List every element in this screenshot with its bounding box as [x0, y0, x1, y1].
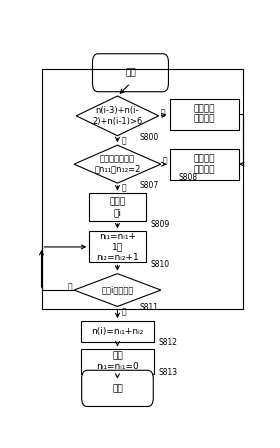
- Bar: [169, 149, 239, 180]
- FancyBboxPatch shape: [92, 54, 169, 92]
- Bar: [41, 69, 243, 309]
- Text: 当前半环插入标
记n₁₁或n₁₂=2: 当前半环插入标 记n₁₁或n₁₂=2: [94, 155, 141, 174]
- Text: 否: 否: [122, 136, 127, 145]
- Bar: [81, 349, 154, 374]
- Bar: [81, 321, 154, 342]
- Polygon shape: [76, 96, 159, 136]
- Polygon shape: [74, 145, 161, 183]
- Text: n(i)=nᵢ₁+nᵢ₂: n(i)=nᵢ₁+nᵢ₂: [91, 327, 144, 336]
- Text: 重置
nᵢ₁=nᵢ₁=0: 重置 nᵢ₁=nᵢ₁=0: [96, 352, 139, 371]
- FancyBboxPatch shape: [82, 370, 153, 406]
- Text: 是: 是: [122, 307, 127, 316]
- Text: 配时不变
保存请求: 配时不变 保存请求: [193, 155, 215, 174]
- Text: S813: S813: [159, 368, 178, 377]
- Text: 开始: 开始: [125, 68, 136, 77]
- Text: S807: S807: [139, 181, 158, 190]
- Text: S808: S808: [178, 173, 197, 182]
- Text: 周期i是否结束: 周期i是否结束: [101, 285, 134, 294]
- Text: 插入相
位i: 插入相 位i: [109, 198, 125, 217]
- Text: 普通相位
插入模块: 普通相位 插入模块: [193, 104, 215, 124]
- Text: nᵢ₁=nᵢ₁+
1或
nᵢ₂=nᵢ₂+1: nᵢ₁=nᵢ₁+ 1或 nᵢ₂=nᵢ₂+1: [96, 232, 139, 262]
- Text: 是: 是: [163, 156, 168, 165]
- Bar: [89, 232, 146, 263]
- Text: n(i-3)+n(i-
2)+n(i-1)>6: n(i-3)+n(i- 2)+n(i-1)>6: [92, 106, 143, 125]
- Bar: [169, 99, 239, 129]
- Text: 否: 否: [122, 184, 127, 193]
- Text: 结束: 结束: [112, 384, 123, 393]
- Text: 是: 是: [161, 108, 165, 117]
- Text: S809: S809: [150, 220, 169, 229]
- Bar: [89, 194, 146, 221]
- Text: S811: S811: [139, 303, 158, 313]
- Polygon shape: [74, 274, 161, 306]
- Text: S812: S812: [159, 338, 178, 347]
- Text: S800: S800: [139, 133, 158, 142]
- Text: 否: 否: [67, 282, 72, 291]
- Text: S810: S810: [150, 260, 169, 269]
